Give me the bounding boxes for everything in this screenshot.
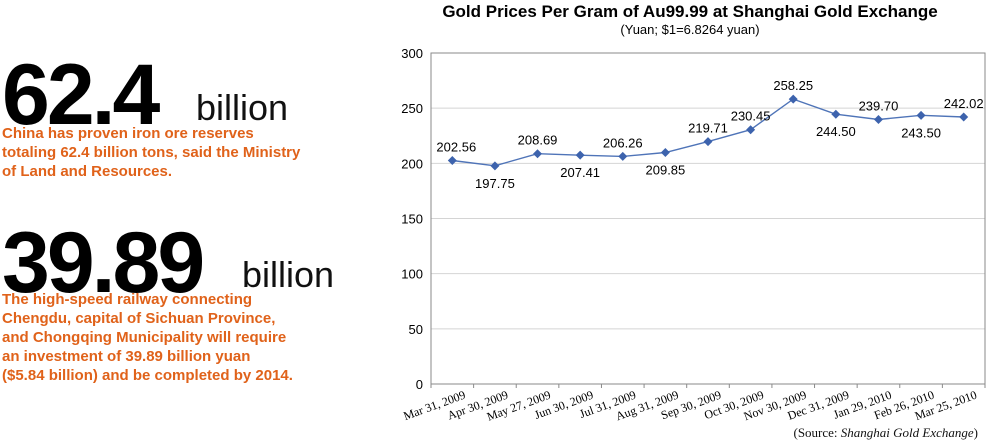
data-label: 202.56 — [436, 140, 476, 155]
data-label: 230.45 — [731, 109, 771, 124]
data-point — [831, 109, 841, 119]
railway-figure: 39.89 — [2, 215, 205, 311]
data-point — [916, 110, 926, 120]
data-point — [660, 147, 670, 157]
iron-ore-unit: billion — [196, 87, 289, 128]
data-label: 242.02 — [944, 96, 984, 111]
data-point — [618, 151, 628, 161]
data-label: 208.69 — [518, 133, 558, 148]
data-point — [703, 137, 713, 147]
description-line: totaling 62.4 billion tons, said the Min… — [2, 144, 301, 161]
y-tick-label: 100 — [401, 267, 423, 282]
description-line: Chengdu, capital of Sichuan Province, — [2, 310, 276, 327]
chart-title: Gold Prices Per Gram of Au99.99 at Shang… — [442, 2, 938, 21]
data-label: 243.50 — [901, 125, 941, 140]
y-tick-label: 0 — [416, 377, 423, 392]
description-line: and Chongqing Municipality will require — [2, 329, 287, 346]
description-line: China has proven iron ore reserves — [2, 125, 254, 142]
description-line: The high-speed railway connecting — [2, 291, 253, 308]
data-label: 209.85 — [646, 162, 686, 177]
data-point — [746, 125, 756, 135]
data-point — [533, 149, 543, 159]
data-label: 244.50 — [816, 124, 856, 139]
data-label: 197.75 — [475, 176, 515, 191]
data-point — [788, 94, 798, 104]
description-line: of Land and Resources. — [2, 163, 173, 180]
chart-subtitle: (Yuan; $1=6.8264 yuan) — [620, 22, 760, 37]
y-tick-label: 200 — [401, 156, 423, 171]
data-point — [490, 161, 500, 171]
source-suffix: ) — [973, 425, 978, 440]
y-tick-label: 300 — [401, 46, 423, 61]
y-tick-label: 250 — [401, 101, 423, 116]
data-point — [959, 112, 969, 122]
railway-description: The high-speed railway connecting Chengd… — [2, 290, 293, 385]
iron-ore-description: China has proven iron ore reserves total… — [2, 124, 300, 181]
iron-ore-figure: 62.4 — [2, 47, 160, 143]
y-tick-label: 50 — [409, 322, 423, 337]
data-label: 258.25 — [773, 78, 813, 93]
source-note: (Source: Shanghai Gold Exchange) — [793, 425, 978, 441]
plot-frame — [430, 52, 986, 385]
description-line: ($5.84 billion) and be completed by 2014… — [2, 367, 293, 384]
data-label: 239.70 — [859, 99, 899, 114]
data-label: 219.71 — [688, 121, 728, 136]
data-label: 206.26 — [603, 135, 643, 150]
data-label: 207.41 — [560, 165, 600, 180]
data-point — [447, 156, 457, 166]
y-tick-label: 150 — [401, 212, 423, 227]
source-prefix: (Source: — [793, 425, 841, 440]
railway-unit: billion — [242, 254, 335, 295]
source-name: Shanghai Gold Exchange — [840, 425, 974, 440]
data-point — [575, 150, 585, 160]
description-line: an investment of 39.89 billion yuan — [2, 348, 251, 365]
data-point — [873, 115, 883, 125]
